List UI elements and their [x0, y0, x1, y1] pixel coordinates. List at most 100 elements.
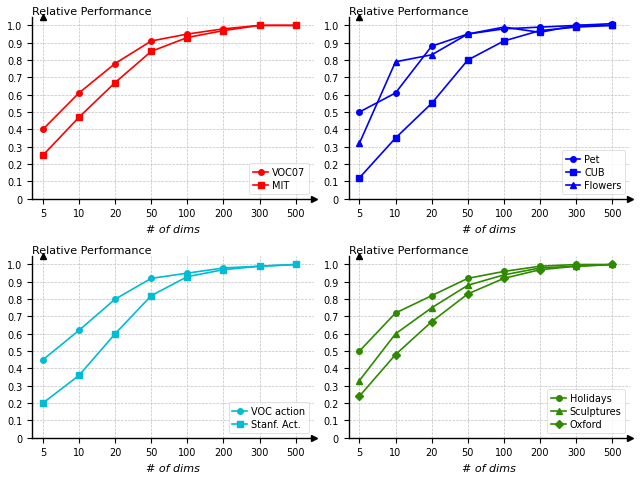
Oxford: [572, 264, 580, 270]
VOC action: [147, 276, 155, 282]
Holidays: [464, 276, 472, 282]
Holidays: [609, 262, 616, 268]
VOC07: [75, 91, 83, 96]
Legend: Pet, CUB, Flowers: Pet, CUB, Flowers: [562, 151, 625, 194]
Text: Relative Performance: Relative Performance: [349, 246, 468, 255]
MIT: [256, 24, 264, 29]
Oxford: [536, 267, 544, 273]
Pet: [609, 22, 616, 27]
X-axis label: # of dims: # of dims: [146, 225, 200, 234]
Flowers: [609, 24, 616, 29]
Sculptures: [428, 305, 435, 311]
CUB: [392, 136, 399, 142]
Line: MIT: MIT: [40, 24, 298, 159]
Sculptures: [609, 262, 616, 268]
Holidays: [536, 264, 544, 270]
CUB: [464, 58, 472, 64]
Flowers: [428, 53, 435, 59]
CUB: [536, 29, 544, 35]
Pet: [428, 44, 435, 50]
Line: Oxford: Oxford: [356, 262, 615, 399]
Stanf. Act.: [292, 262, 300, 268]
Holidays: [572, 262, 580, 268]
MIT: [184, 36, 191, 41]
Stanf. Act.: [75, 373, 83, 379]
X-axis label: # of dims: # of dims: [463, 225, 516, 234]
Pet: [464, 32, 472, 38]
VOC action: [220, 265, 227, 271]
Sculptures: [356, 378, 364, 384]
Pet: [356, 110, 364, 116]
VOC action: [111, 297, 119, 302]
VOC action: [292, 262, 300, 268]
Line: Stanf. Act.: Stanf. Act.: [40, 262, 298, 406]
Legend: VOC07, MIT: VOC07, MIT: [250, 164, 309, 194]
CUB: [609, 24, 616, 29]
CUB: [572, 25, 580, 31]
Pet: [392, 91, 399, 96]
Legend: Holidays, Sculptures, Oxford: Holidays, Sculptures, Oxford: [547, 389, 625, 433]
X-axis label: # of dims: # of dims: [146, 463, 200, 473]
Line: Pet: Pet: [356, 22, 615, 116]
Oxford: [609, 262, 616, 268]
VOC07: [184, 32, 191, 38]
Sculptures: [536, 265, 544, 271]
Text: Relative Performance: Relative Performance: [32, 7, 152, 17]
Stanf. Act.: [39, 400, 47, 406]
VOC07: [256, 24, 264, 29]
Sculptures: [392, 331, 399, 337]
VOC07: [292, 24, 300, 29]
Flowers: [464, 32, 472, 38]
Stanf. Act.: [147, 293, 155, 299]
Holidays: [428, 293, 435, 299]
VOC07: [220, 27, 227, 33]
Flowers: [356, 141, 364, 147]
Stanf. Act.: [256, 264, 264, 270]
Oxford: [464, 291, 472, 297]
VOC action: [256, 264, 264, 270]
Sculptures: [500, 273, 508, 278]
Flowers: [572, 24, 580, 29]
Oxford: [356, 394, 364, 399]
CUB: [356, 176, 364, 181]
VOC07: [111, 61, 119, 67]
VOC07: [39, 127, 47, 133]
Holidays: [392, 311, 399, 316]
X-axis label: # of dims: # of dims: [463, 463, 516, 473]
Line: VOC07: VOC07: [40, 24, 298, 133]
Sculptures: [572, 264, 580, 270]
Sculptures: [464, 283, 472, 288]
Holidays: [500, 269, 508, 275]
VOC action: [184, 271, 191, 276]
Line: Sculptures: Sculptures: [356, 262, 615, 384]
MIT: [111, 81, 119, 86]
MIT: [220, 29, 227, 35]
Oxford: [428, 319, 435, 325]
CUB: [428, 101, 435, 107]
Flowers: [536, 30, 544, 36]
Holidays: [356, 348, 364, 354]
MIT: [75, 115, 83, 121]
Legend: VOC action, Stanf. Act.: VOC action, Stanf. Act.: [228, 402, 309, 433]
Stanf. Act.: [220, 267, 227, 273]
VOC action: [39, 357, 47, 363]
Pet: [572, 24, 580, 29]
Line: VOC action: VOC action: [40, 262, 298, 363]
Stanf. Act.: [184, 274, 191, 280]
MIT: [292, 24, 300, 29]
Line: CUB: CUB: [356, 24, 615, 181]
Line: Holidays: Holidays: [356, 262, 615, 354]
Line: Flowers: Flowers: [356, 24, 615, 147]
VOC action: [75, 328, 83, 334]
Flowers: [500, 25, 508, 31]
MIT: [147, 49, 155, 55]
Pet: [536, 25, 544, 31]
Stanf. Act.: [111, 331, 119, 337]
MIT: [39, 153, 47, 159]
VOC07: [147, 39, 155, 45]
Text: Relative Performance: Relative Performance: [32, 246, 152, 255]
Oxford: [392, 352, 399, 358]
Flowers: [392, 60, 399, 66]
Text: Relative Performance: Relative Performance: [349, 7, 468, 17]
CUB: [500, 39, 508, 45]
